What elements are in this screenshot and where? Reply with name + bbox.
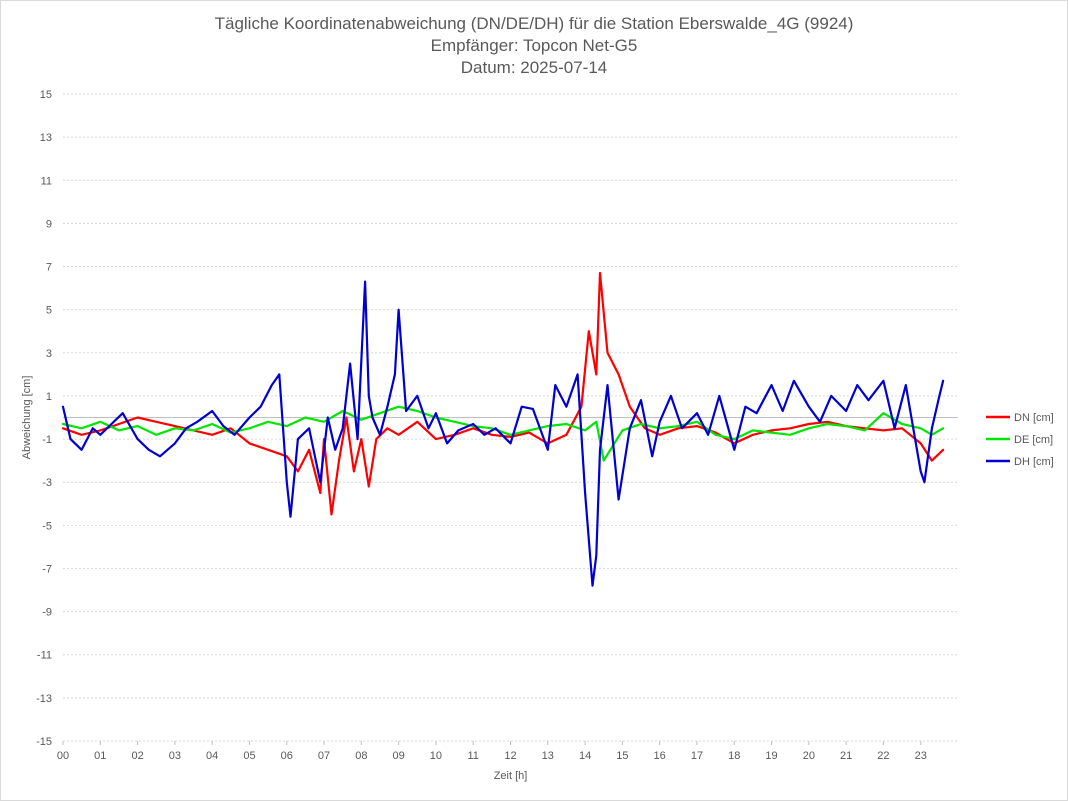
y-tick-label: 15 bbox=[40, 89, 52, 101]
y-axis-ticks: 15 13 11 9 7 5 3 1 -1 -3 -5 -7 -9 -11 -13 -15 bbox=[36, 89, 52, 748]
y-tick-label: -5 bbox=[42, 520, 52, 532]
x-tick-label: 05 bbox=[243, 750, 255, 762]
y-tick-label: -7 bbox=[42, 563, 52, 575]
x-tick-label: 10 bbox=[430, 750, 442, 762]
y-tick-label: 9 bbox=[46, 218, 52, 230]
chart-title-line-1: Tägliche Koordinatenabweichung (DN/DE/DH… bbox=[215, 14, 854, 33]
x-axis-ticks: 00 01 02 03 04 05 06 07 08 09 10 11 12 13 14 15 16 17 18 19… bbox=[57, 741, 927, 762]
x-tick-label: 09 bbox=[393, 750, 405, 762]
x-tick-label: 23 bbox=[915, 750, 927, 762]
x-tick-label: 11 bbox=[467, 750, 478, 762]
x-tick-label: 06 bbox=[281, 750, 293, 762]
legend: DN [cm] DE [cm] DH [cm] bbox=[986, 412, 1054, 468]
y-tick-label: 11 bbox=[41, 175, 52, 187]
y-tick-label: 13 bbox=[40, 132, 52, 144]
y-tick-label: 1 bbox=[46, 391, 52, 403]
x-tick-label: 12 bbox=[504, 750, 516, 762]
y-tick-label: -9 bbox=[42, 607, 52, 619]
legend-label: DE [cm] bbox=[1014, 434, 1053, 446]
x-tick-label: 14 bbox=[579, 750, 591, 762]
x-tick-label: 07 bbox=[318, 750, 330, 762]
x-tick-label: 16 bbox=[654, 750, 666, 762]
y-tick-label: -13 bbox=[36, 693, 52, 705]
x-tick-label: 00 bbox=[57, 750, 69, 762]
x-tick-label: 20 bbox=[803, 750, 815, 762]
y-tick-label: 3 bbox=[46, 348, 52, 360]
legend-label: DH [cm] bbox=[1014, 456, 1054, 468]
grid bbox=[63, 93, 958, 742]
x-tick-label: 04 bbox=[206, 750, 218, 762]
y-tick-label: 5 bbox=[46, 305, 52, 317]
x-tick-label: 02 bbox=[131, 750, 143, 762]
x-tick-label: 21 bbox=[840, 750, 852, 762]
x-tick-label: 13 bbox=[542, 750, 554, 762]
x-tick-label: 17 bbox=[691, 750, 703, 762]
y-tick-label: -3 bbox=[42, 477, 52, 489]
x-tick-label: 18 bbox=[728, 750, 740, 762]
x-tick-label: 15 bbox=[616, 750, 628, 762]
y-tick-label: 7 bbox=[46, 262, 52, 274]
x-tick-label: 01 bbox=[94, 750, 106, 762]
y-tick-label: -15 bbox=[36, 736, 52, 748]
x-tick-label: 22 bbox=[877, 750, 889, 762]
chart-title-line-3: Datum: 2025-07-14 bbox=[461, 58, 607, 77]
chart-title: Tägliche Koordinatenabweichung (DN/DE/DH… bbox=[215, 14, 854, 77]
y-tick-label: -1 bbox=[42, 434, 52, 446]
chart-title-line-2: Empfänger: Topcon Net-G5 bbox=[431, 36, 638, 55]
y-axis-label: Abweichung [cm] bbox=[21, 376, 33, 460]
series-line-de bbox=[61, 405, 945, 462]
x-axis-label: Zeit [h] bbox=[494, 770, 528, 782]
y-tick-label: -11 bbox=[37, 650, 52, 662]
series-lines bbox=[61, 271, 945, 587]
x-tick-label: 08 bbox=[355, 750, 367, 762]
x-tick-label: 19 bbox=[765, 750, 777, 762]
x-tick-label: 03 bbox=[169, 750, 181, 762]
series-line-dh bbox=[61, 280, 945, 587]
legend-label: DN [cm] bbox=[1014, 412, 1054, 424]
